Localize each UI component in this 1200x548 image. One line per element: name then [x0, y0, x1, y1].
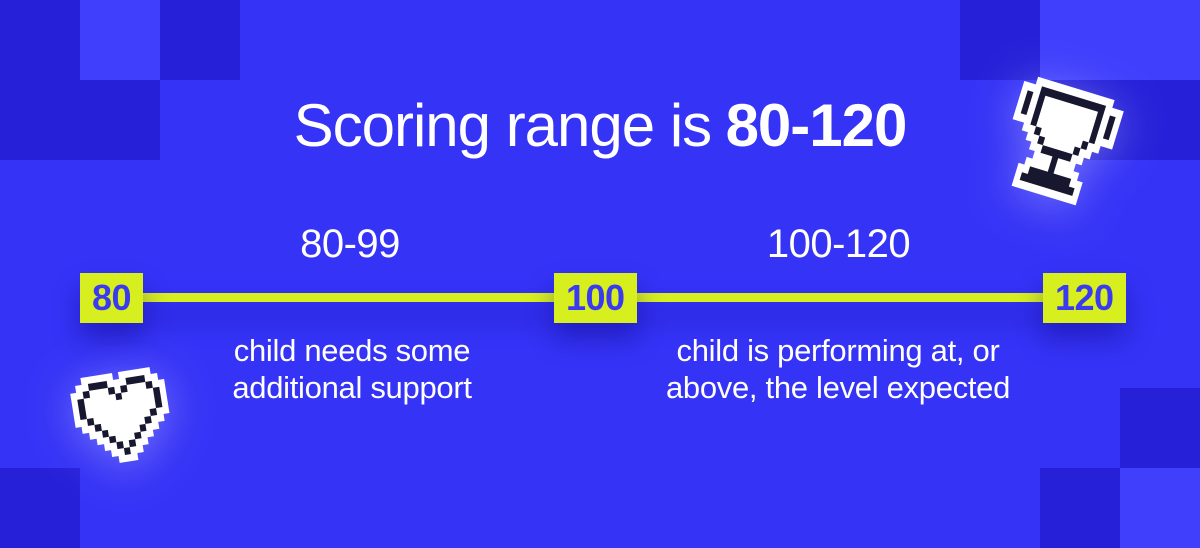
bg-square — [0, 468, 80, 548]
range-label-100-120: 100-120 — [766, 222, 911, 266]
scale-marker-120: 120 — [1043, 273, 1126, 323]
bg-square — [80, 0, 160, 80]
segment-description-80-99: child needs some additional support — [150, 332, 554, 406]
bg-square — [1120, 80, 1200, 160]
title-bold-range: 80-120 — [725, 92, 908, 159]
bg-square — [960, 0, 1040, 80]
description-line: above, the level expected — [665, 370, 1011, 405]
bg-square — [80, 80, 160, 160]
heart-icon — [70, 367, 170, 463]
scale-marker-80: 80 — [80, 273, 144, 323]
bg-square — [0, 80, 80, 160]
bg-square — [1120, 0, 1200, 80]
bg-square — [0, 0, 80, 80]
description-line: child needs some — [233, 333, 471, 368]
segment-description-100-120: child is performing at, or above, the le… — [636, 332, 1040, 406]
description-line: child is performing at, or — [676, 333, 1000, 368]
description-line: additional support — [232, 370, 472, 405]
range-label-80-99: 80-99 — [300, 222, 400, 266]
bg-square — [1040, 0, 1120, 80]
page-title: Scoring range is 80-120 — [0, 94, 1200, 158]
bg-square — [1040, 468, 1120, 548]
bg-square — [1120, 468, 1200, 548]
trophy-icon — [1011, 76, 1124, 206]
title-regular-text: Scoring range is — [293, 92, 713, 159]
bg-square — [1120, 388, 1200, 468]
scale-marker-100: 100 — [554, 273, 637, 323]
bg-square — [160, 0, 240, 80]
